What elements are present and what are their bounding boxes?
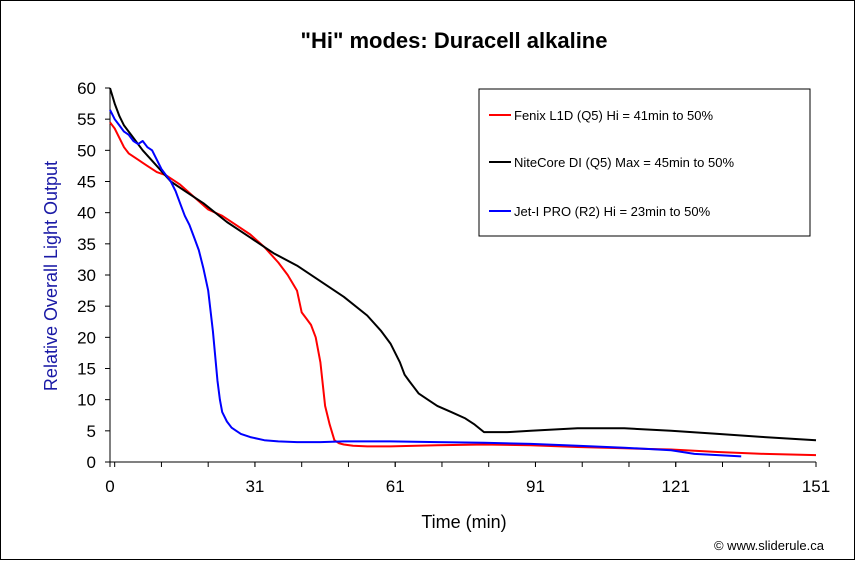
y-tick-label: 25 bbox=[77, 297, 96, 316]
y-tick-label: 55 bbox=[77, 110, 96, 129]
x-tick-label: 151 bbox=[802, 477, 830, 496]
y-tick-label: 5 bbox=[87, 422, 96, 441]
y-tick-label: 50 bbox=[77, 141, 96, 160]
y-tick-label: 45 bbox=[77, 173, 96, 192]
chart-title: "Hi" modes: Duracell alkaline bbox=[301, 28, 608, 53]
legend-label-3: Jet-I PRO (R2) Hi = 23min to 50% bbox=[514, 204, 711, 219]
x-tick-label: 31 bbox=[245, 477, 264, 496]
y-tick-label: 35 bbox=[77, 235, 96, 254]
plot-area: 0 5 10 15 20 25 30 35 40 45 50 55 60 0 31 61 91 121 151 bbox=[77, 79, 830, 496]
x-tick-label: 121 bbox=[662, 477, 690, 496]
y-tick-label: 60 bbox=[77, 79, 96, 98]
legend-label-2: NiteCore DI (Q5) Max = 45min to 50% bbox=[514, 155, 734, 170]
series-line-2 bbox=[109, 87, 817, 442]
x-tick-label: 91 bbox=[526, 477, 545, 496]
y-axis-label: Relative Overall Light Output bbox=[41, 161, 61, 391]
x-axis-label: Time (min) bbox=[421, 512, 506, 532]
y-tick-label: 20 bbox=[77, 328, 96, 347]
credit-text: © www.sliderule.ca bbox=[714, 538, 825, 553]
y-tick-label: 0 bbox=[87, 453, 96, 472]
series-line-3 bbox=[109, 109, 742, 458]
x-tick-label: 61 bbox=[386, 477, 405, 496]
x-tick-label: 0 bbox=[105, 477, 114, 496]
y-tick-label: 10 bbox=[77, 391, 96, 410]
series-line-1 bbox=[109, 121, 817, 457]
legend: Fenix L1D (Q5) Hi = 41min to 50% NiteCore… bbox=[478, 88, 811, 237]
legend-label-1: Fenix L1D (Q5) Hi = 41min to 50% bbox=[514, 108, 713, 123]
y-tick-label: 15 bbox=[77, 360, 96, 379]
y-tick-label: 40 bbox=[77, 204, 96, 223]
legend-box bbox=[478, 88, 811, 237]
y-tick-label: 30 bbox=[77, 266, 96, 285]
